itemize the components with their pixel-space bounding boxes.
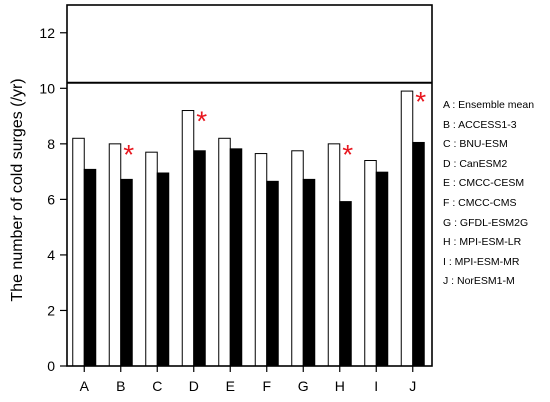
legend-entry: J : NorESM1-M <box>443 275 515 288</box>
bar-J-open <box>400 90 414 367</box>
significance-star: * <box>123 139 134 170</box>
bar-G-filled <box>302 178 316 367</box>
y-tick-label: 8 <box>47 136 55 152</box>
bar-H-open <box>327 143 341 367</box>
legend: A : Ensemble mean B : ACCESS1-3 C : BNU-ES… <box>443 96 550 292</box>
y-tick-label: 4 <box>47 247 55 263</box>
bar-E-open <box>218 137 231 367</box>
bar-F-filled <box>266 180 279 367</box>
significance-markers: * * * * <box>123 86 426 170</box>
y-tick-label: 12 <box>39 25 55 41</box>
y-axis-label: The number of cold surges (/yr) <box>9 78 26 301</box>
x-tick-label: E <box>226 378 235 394</box>
plot-frame <box>66 4 433 367</box>
bar-H-filled <box>339 201 352 367</box>
bar-D-filled <box>193 150 206 367</box>
bar-A-filled <box>83 168 97 367</box>
legend-entry: E : CMCC-CESM <box>443 177 525 190</box>
significance-star: * <box>196 106 207 137</box>
y-tick-label: 6 <box>47 191 55 207</box>
bar-F-open <box>254 153 268 367</box>
bar-A-open <box>72 137 85 367</box>
legend-entry: A : Ensemble mean <box>443 99 535 111</box>
legend-entry: H : MPI-ESM-LR <box>443 236 522 249</box>
bar-I-open <box>364 160 377 367</box>
y-tick-label: 0 <box>47 358 55 374</box>
x-tick-label: C <box>152 378 162 394</box>
y-tick-label: 2 <box>47 302 55 318</box>
x-tick-label: J <box>409 378 416 394</box>
legend-entry: B : ACCESS1-3 <box>443 118 517 131</box>
bar-B-open <box>108 143 122 367</box>
x-tick-label: I <box>374 378 378 394</box>
legend-entry: F : CMCC-CMS <box>443 196 517 209</box>
x-tick-label: B <box>116 378 125 394</box>
legend-entry: I : MPI-ESM-MR <box>443 255 520 268</box>
bar-I-filled <box>375 171 389 367</box>
x-axis-ticks: A B C D E F G H I J <box>80 366 416 394</box>
y-tick-label: 10 <box>39 80 55 96</box>
bar-C-filled <box>156 172 170 367</box>
y-axis-ticks: 0 2 4 6 8 10 12 <box>39 25 67 374</box>
x-tick-label: H <box>335 378 345 394</box>
bar-J-filled <box>412 141 425 367</box>
significance-star: * <box>415 86 426 117</box>
significance-star: * <box>342 139 353 170</box>
legend-entry: D : CanESM2 <box>443 157 508 170</box>
bar-D-open <box>181 110 195 367</box>
x-tick-label: D <box>189 378 199 394</box>
bar-E-filled <box>229 148 243 367</box>
bar-G-open <box>291 150 304 367</box>
bar-B-filled <box>120 178 133 367</box>
bar-C-open <box>145 151 158 367</box>
bar-series <box>72 90 425 367</box>
x-tick-label: F <box>262 378 271 394</box>
legend-entry: G : GFDL-ESM2G <box>443 216 529 229</box>
x-tick-label: G <box>298 378 309 394</box>
x-tick-label: A <box>80 378 90 394</box>
legend-entry: C : BNU-ESM <box>443 138 508 151</box>
